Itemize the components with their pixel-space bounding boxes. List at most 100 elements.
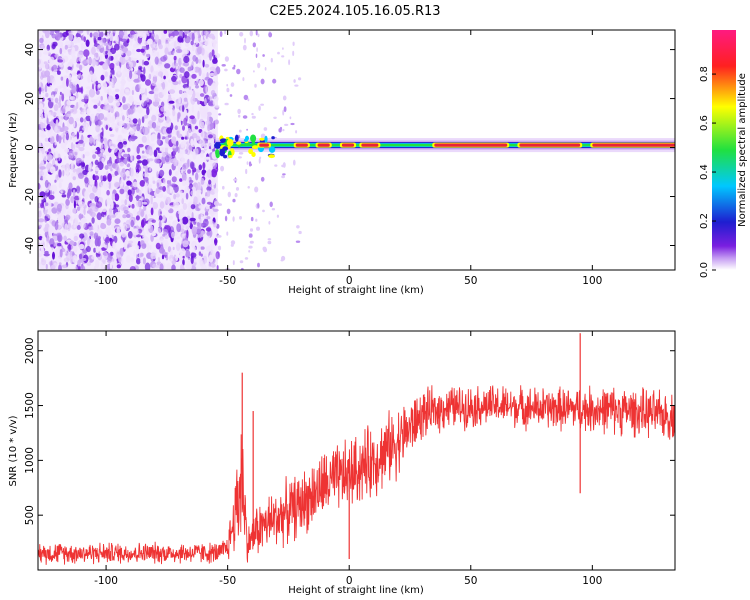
noise-blob bbox=[55, 119, 59, 126]
noise-blob bbox=[71, 72, 78, 76]
noise-blob bbox=[195, 226, 202, 234]
noise-blob bbox=[38, 31, 41, 37]
noise-blob bbox=[66, 252, 71, 261]
noise-blob bbox=[58, 182, 62, 189]
noise-blob bbox=[93, 175, 100, 181]
noise-blob bbox=[209, 66, 216, 71]
noise-blob bbox=[47, 212, 52, 219]
noise-blob bbox=[126, 244, 130, 249]
noise-blob bbox=[147, 32, 150, 37]
ridge-blob bbox=[219, 138, 227, 143]
scatter-dot bbox=[277, 51, 280, 55]
noise-blob bbox=[142, 30, 148, 33]
noise-blob bbox=[97, 83, 101, 88]
noise-blob bbox=[184, 48, 190, 55]
noise-blob bbox=[140, 74, 146, 82]
noise-blob bbox=[59, 248, 63, 258]
noise-blob bbox=[64, 223, 68, 232]
noise-blob bbox=[197, 100, 200, 105]
noise-blob bbox=[171, 136, 177, 144]
noise-blob bbox=[75, 117, 80, 122]
noise-blob bbox=[205, 35, 208, 39]
noise-blob bbox=[96, 212, 102, 221]
noise-blob bbox=[150, 65, 154, 74]
noise-blob bbox=[191, 226, 197, 235]
noise-blob bbox=[182, 259, 185, 266]
noise-blob bbox=[82, 169, 88, 175]
noise-blob bbox=[85, 86, 92, 90]
noise-blob bbox=[181, 198, 184, 205]
ridge-blob bbox=[214, 142, 221, 149]
noise-blob bbox=[163, 34, 166, 42]
noise-blob bbox=[101, 251, 108, 260]
scatter-dot bbox=[254, 186, 259, 193]
noise-blob bbox=[192, 148, 196, 155]
noise-blob bbox=[205, 120, 211, 125]
noise-blob bbox=[169, 35, 175, 42]
noise-blob bbox=[45, 61, 49, 70]
scatter-dot bbox=[227, 191, 231, 198]
noise-blob bbox=[183, 61, 190, 67]
scatter-dot bbox=[263, 127, 268, 131]
noise-blob bbox=[178, 89, 183, 95]
noise-blob bbox=[107, 32, 110, 40]
snr-x-label: Height of straight line (km) bbox=[288, 585, 424, 596]
scatter-dot bbox=[295, 240, 301, 243]
noise-blob bbox=[207, 134, 213, 139]
noise-blob bbox=[140, 155, 147, 160]
noise-blob bbox=[57, 242, 62, 247]
noise-blob bbox=[100, 262, 104, 270]
noise-blob bbox=[89, 113, 95, 122]
noise-blob bbox=[154, 92, 159, 101]
noise-blob bbox=[207, 78, 214, 86]
scatter-dot bbox=[239, 216, 242, 220]
noise-blob bbox=[169, 179, 172, 187]
scatter-dot bbox=[224, 215, 228, 222]
noise-blob bbox=[118, 120, 125, 127]
noise-blob bbox=[115, 35, 119, 44]
noise-blob bbox=[80, 42, 84, 51]
snr-x-tick-label: 0 bbox=[346, 575, 353, 587]
noise-blob bbox=[189, 115, 195, 120]
noise-blob bbox=[49, 84, 53, 90]
noise-blob bbox=[50, 146, 55, 155]
noise-blob bbox=[193, 196, 198, 205]
noise-blob bbox=[123, 157, 128, 165]
noise-blob bbox=[105, 45, 109, 51]
noise-blob bbox=[46, 153, 53, 162]
scatter-dot bbox=[257, 262, 260, 268]
ridge-core bbox=[317, 143, 330, 147]
noise-blob bbox=[107, 51, 113, 56]
noise-blob bbox=[138, 65, 143, 71]
noise-blob bbox=[140, 48, 145, 53]
noise-blob bbox=[43, 40, 48, 47]
noise-blob bbox=[123, 122, 130, 131]
noise-blob bbox=[96, 107, 102, 113]
noise-blob bbox=[176, 130, 179, 136]
noise-blob bbox=[135, 172, 140, 178]
noise-blob bbox=[124, 185, 130, 193]
noise-blob bbox=[85, 123, 88, 132]
noise-blob bbox=[73, 214, 79, 220]
noise-blob bbox=[65, 106, 69, 112]
noise-blob bbox=[111, 90, 116, 97]
noise-blob bbox=[100, 223, 107, 230]
noise-blob bbox=[73, 148, 80, 153]
noise-blob bbox=[166, 180, 170, 185]
noise-blob bbox=[130, 30, 135, 35]
noise-blob bbox=[184, 42, 190, 47]
noise-blob bbox=[73, 235, 79, 242]
noise-blob bbox=[151, 201, 159, 210]
noise-blob bbox=[63, 235, 67, 242]
noise-blob bbox=[197, 244, 201, 253]
noise-blob bbox=[97, 45, 102, 50]
noise-blob bbox=[38, 170, 45, 177]
colorbar-tick-label: 0.4 bbox=[699, 164, 710, 180]
noise-blob bbox=[54, 97, 59, 104]
noise-blob bbox=[123, 40, 129, 47]
noise-blob bbox=[202, 162, 206, 170]
noise-blob bbox=[125, 193, 129, 200]
noise-blob bbox=[110, 47, 117, 55]
noise-blob bbox=[104, 98, 109, 105]
snr-x-tick-label: 50 bbox=[464, 575, 477, 587]
